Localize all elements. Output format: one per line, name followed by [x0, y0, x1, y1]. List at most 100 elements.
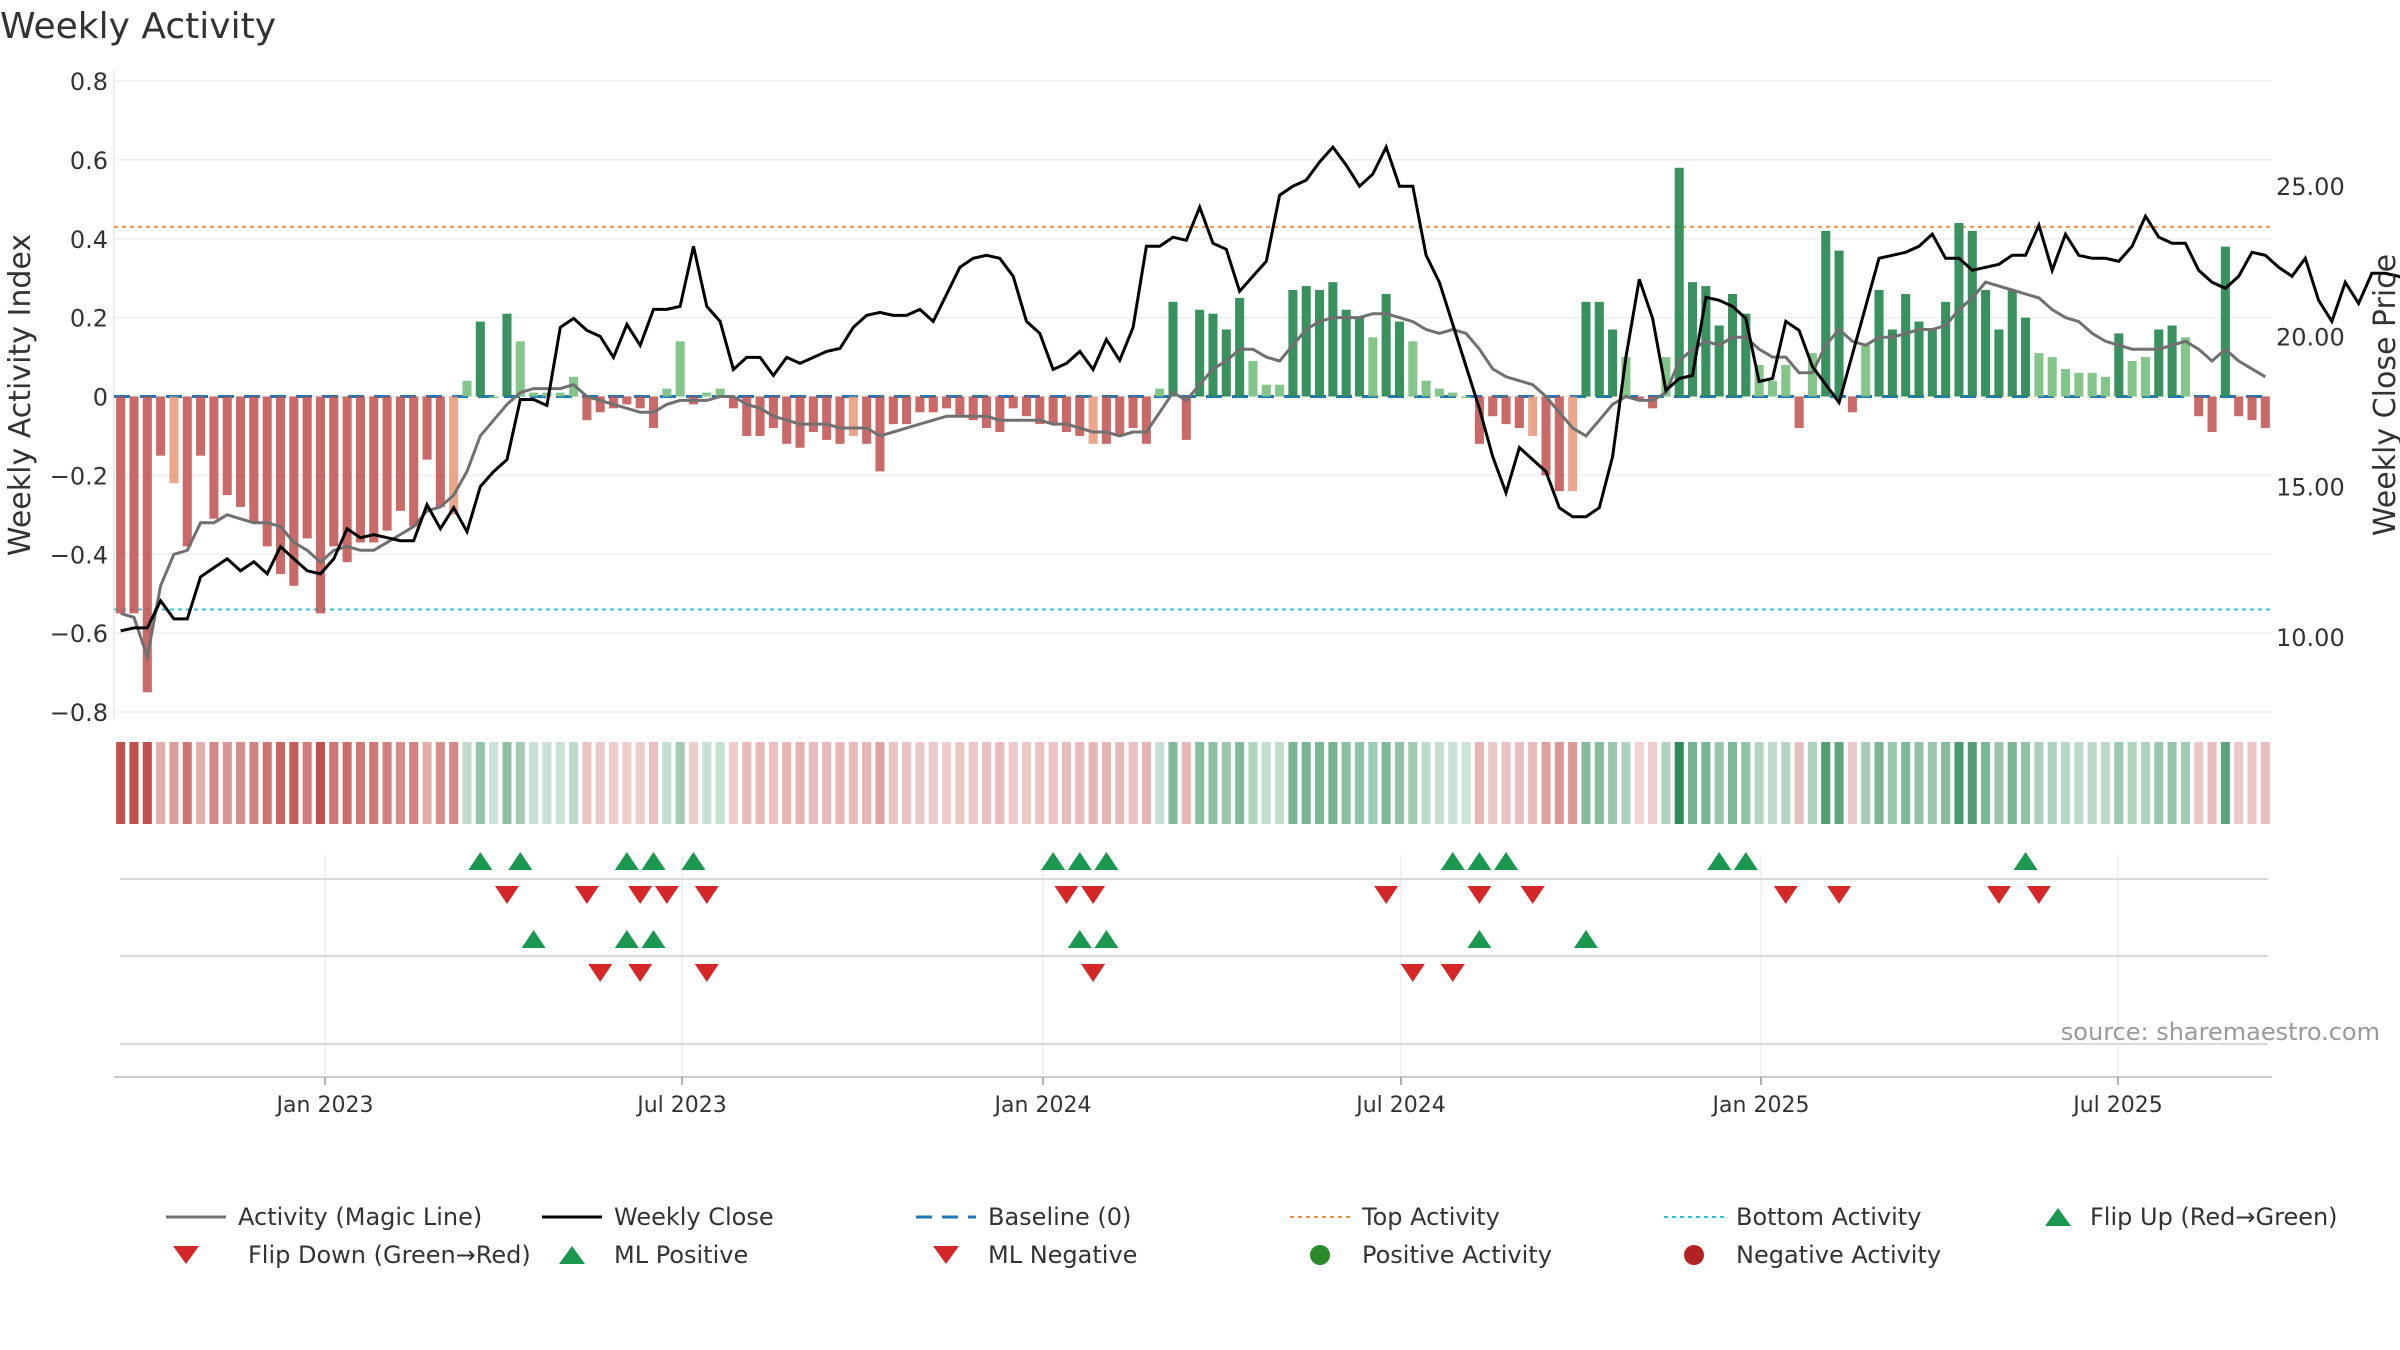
- y-tick-label-left: 0: [93, 384, 108, 412]
- heat-cell: [116, 742, 126, 824]
- heat-cell: [848, 742, 858, 824]
- activity-bar: [768, 396, 778, 429]
- activity-bar: [529, 392, 539, 397]
- heat-cell: [1821, 742, 1831, 824]
- activity-bar: [1514, 396, 1524, 429]
- activity-bar: [622, 396, 632, 405]
- activity-bar: [955, 396, 965, 417]
- heat-cell: [169, 742, 179, 824]
- activity-bar: [1594, 301, 1604, 397]
- activity-bar: [1434, 388, 1444, 397]
- activity-bar: [489, 396, 499, 398]
- y-tick-label-right: 15.00: [2276, 474, 2345, 502]
- heat-cell: [209, 742, 219, 824]
- activity-bar: [262, 396, 272, 547]
- heat-cell: [1474, 742, 1484, 824]
- heat-cell: [2021, 742, 2031, 824]
- heat-cell: [236, 742, 246, 824]
- activity-bar: [1301, 286, 1311, 397]
- flip-up-marker: [681, 852, 706, 870]
- heat-cell: [1101, 742, 1111, 824]
- ml-positive-marker: [1467, 930, 1492, 948]
- heat-cell: [249, 742, 259, 824]
- flip-down-marker: [1520, 886, 1545, 904]
- legend-top-activity: Top Activity: [1290, 1203, 1500, 1231]
- heat-cell: [1767, 742, 1777, 824]
- x-tick-label: Jan 2023: [275, 1093, 374, 1118]
- activity-bar: [942, 396, 952, 409]
- activity-bar: [1421, 380, 1431, 397]
- flip-up-marker: [1467, 852, 1492, 870]
- flip-up-marker: [614, 852, 639, 870]
- activity-bar: [182, 396, 192, 547]
- activity-bar: [1341, 309, 1351, 397]
- heat-cell: [1061, 742, 1071, 824]
- activity-bar: [1128, 396, 1138, 429]
- activity-bar: [1927, 329, 1937, 397]
- heat-cell: [182, 742, 192, 824]
- y-tick-label-left: 0.6: [70, 147, 108, 175]
- heat-cell: [1648, 742, 1658, 824]
- ml-positive-marker: [1573, 930, 1598, 948]
- legend-magic-line: Activity (Magic Line): [166, 1203, 482, 1231]
- heat-cell: [1568, 742, 1578, 824]
- heat-cell: [1701, 742, 1711, 824]
- heat-cell: [515, 742, 525, 824]
- activity-bar: [129, 396, 139, 614]
- source-label: source: sharemaestro.com: [2061, 1018, 2380, 1046]
- heat-cell: [1421, 742, 1431, 824]
- activity-bar: [1488, 396, 1498, 417]
- heat-cell: [1807, 742, 1817, 824]
- heat-cell: [489, 742, 499, 824]
- activity-bar: [2247, 396, 2257, 421]
- heat-cell: [1155, 742, 1165, 824]
- flip-down-marker: [654, 886, 679, 904]
- legend-negative-activity: Negative Activity: [1664, 1241, 1941, 1269]
- heat-cell: [1248, 742, 1258, 824]
- activity-bar: [1967, 230, 1977, 397]
- heat-cell: [1967, 742, 1977, 824]
- heat-cell: [1714, 742, 1724, 824]
- heat-cell: [1288, 742, 1298, 824]
- activity-bar: [2034, 353, 2044, 397]
- activity-bar: [1661, 357, 1671, 397]
- heat-cell: [808, 742, 818, 824]
- activity-bar: [1648, 396, 1658, 409]
- heat-cell: [1887, 742, 1897, 824]
- activity-bar: [1275, 384, 1285, 397]
- heat-cell: [302, 742, 312, 824]
- heat-cell: [1221, 742, 1231, 824]
- activity-bar: [582, 396, 592, 421]
- activity-bar: [1008, 396, 1018, 409]
- activity-bar: [1195, 309, 1205, 397]
- activity-bar: [542, 392, 552, 397]
- activity-bar: [1035, 396, 1045, 425]
- activity-bar: [2047, 357, 2057, 397]
- heat-cell: [1141, 742, 1151, 824]
- heat-cell: [955, 742, 965, 824]
- magic-line: [120, 280, 2267, 663]
- activity-bar: [2260, 396, 2270, 429]
- heat-cell: [782, 742, 792, 824]
- activity-bar: [1088, 396, 1098, 444]
- activity-bar: [2100, 376, 2111, 397]
- heat-cell: [2180, 742, 2190, 824]
- heat-cell: [1781, 742, 1791, 824]
- flip-up-marker: [1733, 852, 1758, 870]
- heat-cell: [1914, 742, 1924, 824]
- heat-cell: [755, 742, 765, 824]
- ml-negative-marker: [694, 964, 719, 982]
- activity-bar: [1727, 293, 1738, 397]
- activity-bar: [1061, 396, 1071, 432]
- flip-up-marker: [1041, 852, 1066, 870]
- heat-cell: [2047, 742, 2057, 824]
- positive-activity-dot-icon: [1310, 1245, 1330, 1265]
- y-axis-right: 25.00 20.00 15.00 10.00: [2276, 173, 2345, 652]
- bottom-activity-swatch-icon: [1664, 1216, 1724, 1218]
- heat-cell: [822, 742, 832, 824]
- heat-cell: [1981, 742, 1991, 824]
- heat-cell: [1168, 742, 1178, 824]
- activity-bar: [808, 396, 818, 432]
- activity-bar: [1741, 313, 1751, 397]
